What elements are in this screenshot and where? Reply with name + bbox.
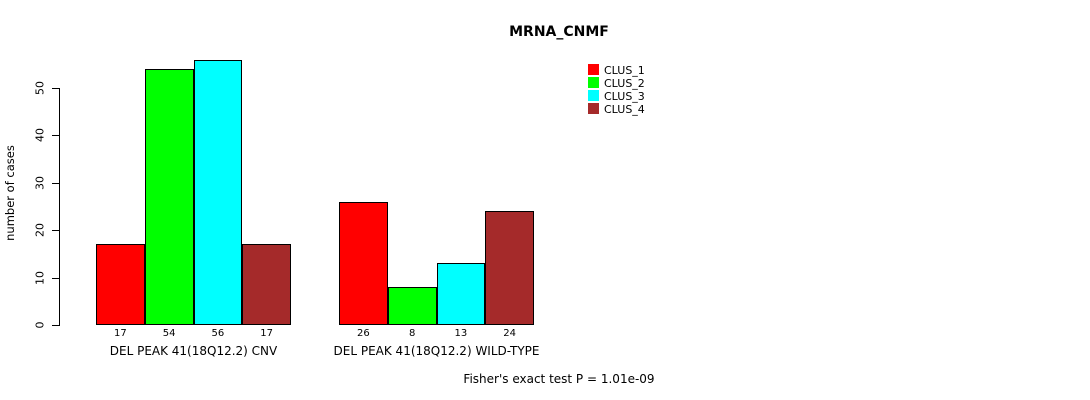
- x-axis-group-label: DEL PEAK 41(18Q12.2) WILD-TYPE: [333, 344, 540, 358]
- chart-title: MRNA_CNMF: [509, 24, 609, 40]
- y-axis-tick-label: 0: [33, 321, 47, 329]
- bar-value-label: 8: [408, 328, 416, 339]
- y-axis-tick: [52, 277, 59, 279]
- bar-clus_4-group2: [485, 211, 534, 325]
- y-axis-tick: [52, 182, 59, 184]
- bar-clus_2-group1: [144, 69, 194, 325]
- bar-clus_1-group1: [96, 244, 145, 325]
- legend-label-clus_3: CLUS_3: [604, 90, 645, 103]
- legend-label-clus_2: CLUS_2: [604, 77, 645, 90]
- bar-clus_1-group2: [339, 201, 388, 325]
- y-axis-tick-label: 40: [33, 128, 47, 143]
- bar-clus_4-group1: [242, 244, 291, 325]
- legend-swatch-clus_2: [588, 77, 599, 88]
- y-axis-tick-label: 10: [33, 270, 47, 285]
- bar-value-label: 17: [260, 328, 273, 339]
- y-axis-tick: [52, 88, 59, 89]
- y-axis-tick-label: 20: [33, 223, 47, 238]
- y-axis-tick-label: 30: [33, 175, 47, 190]
- y-axis-tick: [52, 230, 59, 232]
- x-axis-group-label: DEL PEAK 41(18Q12.2) CNV: [109, 344, 278, 358]
- bar-value-label: 17: [114, 328, 127, 339]
- legend-label-clus_1: CLUS_1: [604, 64, 645, 77]
- y-axis-tick: [52, 135, 59, 137]
- bar-clus_3-group2: [436, 263, 486, 325]
- legend-swatch-clus_3: [588, 90, 599, 101]
- fisher-test-annotation: Fisher's exact test P = 1.01e-09: [463, 372, 655, 386]
- y-axis-tick-label: 50: [33, 81, 47, 95]
- bar-value-label: 24: [503, 328, 516, 339]
- y-axis-label: number of cases: [3, 145, 17, 241]
- legend-swatch-clus_1: [588, 64, 599, 75]
- bar-value-label: 13: [454, 328, 468, 339]
- bar-value-label: 54: [162, 328, 176, 339]
- bar-clus_3-group1: [193, 59, 243, 325]
- bar-value-label: 56: [211, 328, 225, 339]
- legend-swatch-clus_4: [588, 103, 599, 114]
- bar-clus_2-group2: [387, 287, 437, 325]
- legend-label-clus_4: CLUS_4: [604, 103, 645, 116]
- y-axis-tick: [52, 325, 59, 326]
- bar-value-label: 26: [357, 328, 370, 339]
- y-axis-line: [59, 88, 60, 326]
